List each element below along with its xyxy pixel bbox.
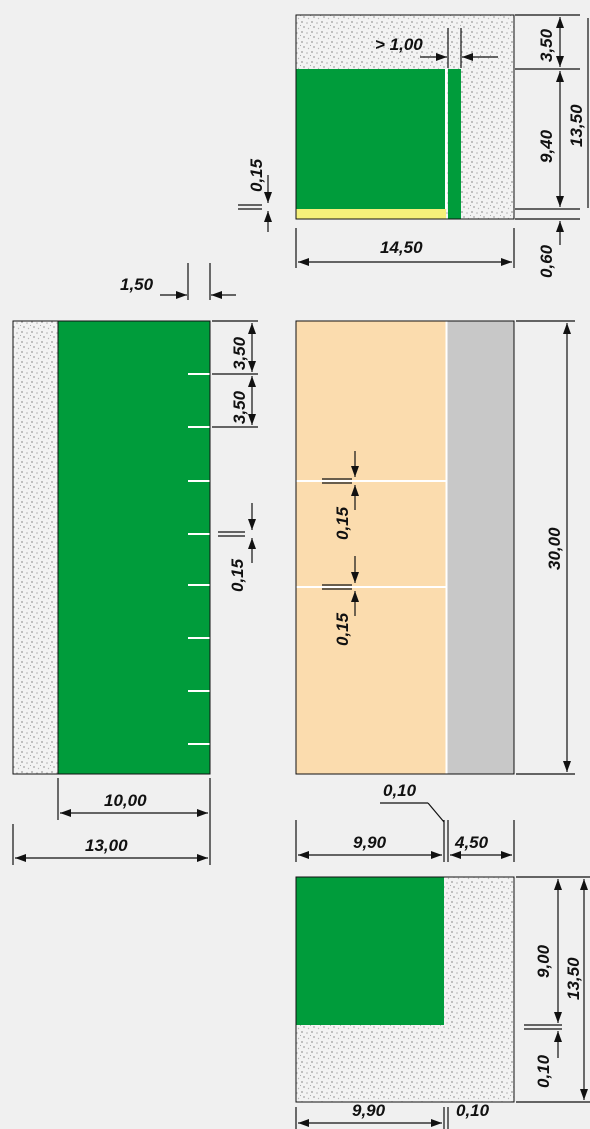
top-dimensions xyxy=(238,14,589,268)
left-gravel-strip xyxy=(13,321,58,774)
dim-left-margin: 1,50 xyxy=(120,275,154,294)
dim-mid-gap: 0,10 xyxy=(383,781,417,800)
mid-frame xyxy=(295,320,515,775)
dim-mid-width-a: 9,90 xyxy=(353,833,387,852)
mid-sand-area xyxy=(296,321,446,774)
dim-left-total-width: 13,00 xyxy=(85,836,128,855)
top-green-strip xyxy=(448,69,461,219)
dim-left-step-a: 3,50 xyxy=(230,336,249,370)
top-yellow-strip xyxy=(296,209,446,219)
dim-bottom-height-total: 13,50 xyxy=(564,957,583,1000)
dim-mid-line-a: 0,15 xyxy=(333,506,352,540)
left-frame xyxy=(12,320,211,775)
dim-top-line: 0,15 xyxy=(247,158,266,192)
middle-dimensions xyxy=(295,320,575,862)
dim-top-width: 14,50 xyxy=(380,238,423,257)
bottom-turf-area xyxy=(296,877,444,1025)
bottom-dimensions xyxy=(295,876,590,1129)
top-frame xyxy=(295,14,515,220)
top-detail xyxy=(295,14,515,220)
dim-top-height-total: 13,50 xyxy=(567,104,586,147)
dim-mid-height: 30,00 xyxy=(545,527,564,570)
left-turf-area xyxy=(58,321,210,774)
dim-bottom-height-a: 9,00 xyxy=(534,944,553,978)
dim-left-line: 0,15 xyxy=(228,558,247,592)
dim-top-gap: > 1,00 xyxy=(375,35,423,54)
dim-top-height-b: 9,40 xyxy=(537,129,556,163)
left-field-marks xyxy=(188,373,210,745)
middle-field xyxy=(295,320,515,775)
mid-concrete-strip xyxy=(447,321,514,774)
left-dimensions xyxy=(12,263,258,865)
dim-left-inner-width: 10,00 xyxy=(104,791,147,810)
bottom-frame xyxy=(295,876,515,1103)
top-turf-area xyxy=(296,69,446,209)
dim-bottom-width-b: 0,10 xyxy=(456,1101,490,1120)
left-field xyxy=(12,320,211,775)
dim-bottom-edge: 0,10 xyxy=(534,1054,553,1088)
dim-mid-width-b: 4,50 xyxy=(454,833,489,852)
dim-mid-line-b: 0,15 xyxy=(333,612,352,646)
dim-left-step-b: 3,50 xyxy=(230,390,249,424)
dim-top-edge: 0,60 xyxy=(537,244,556,278)
bottom-detail xyxy=(295,876,515,1103)
dim-bottom-width-a: 9,90 xyxy=(352,1101,386,1120)
dim-top-height-a: 3,50 xyxy=(537,28,556,62)
